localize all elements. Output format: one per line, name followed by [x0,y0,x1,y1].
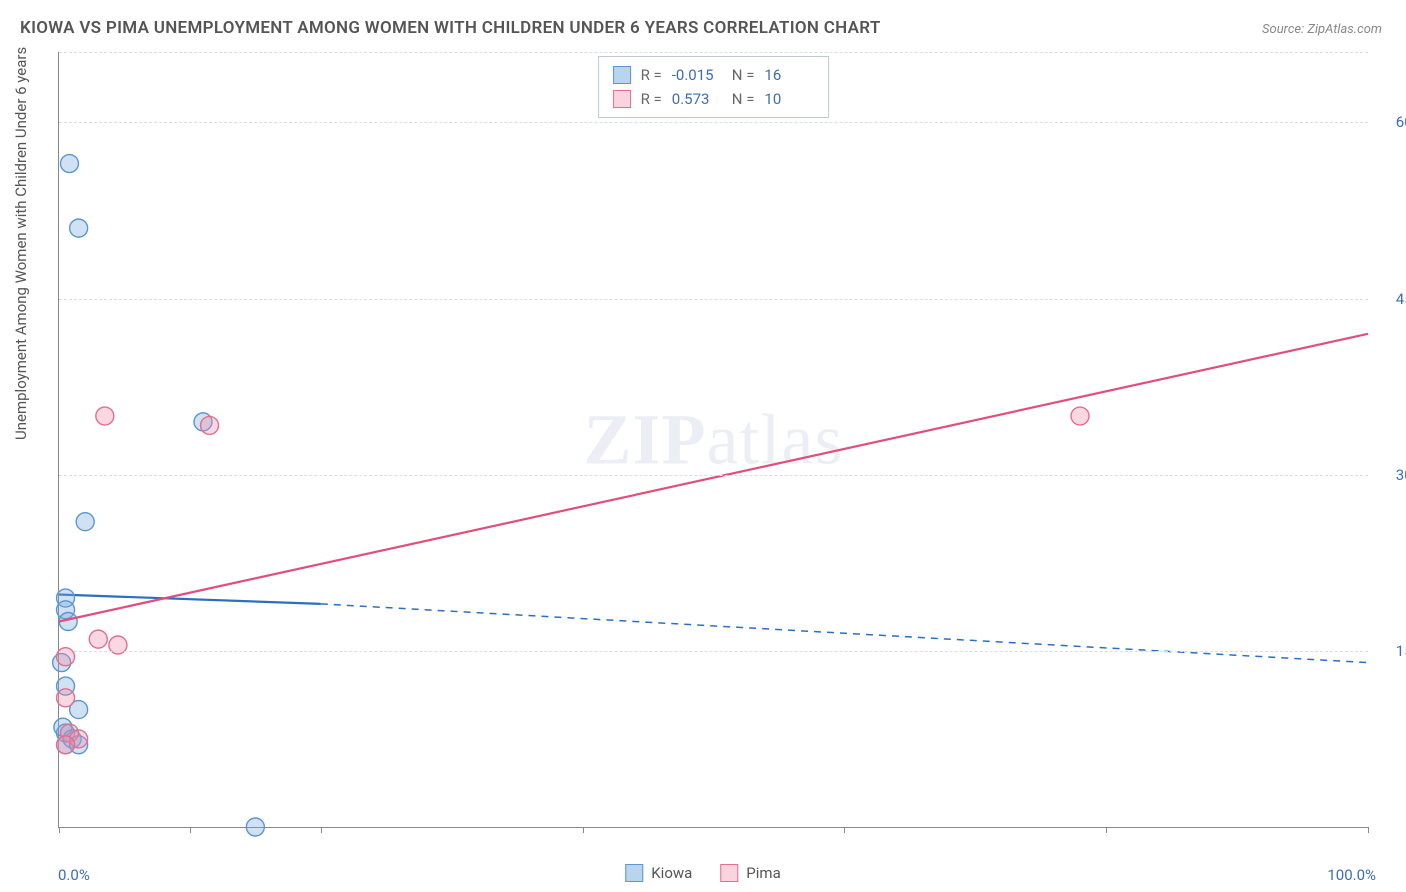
x-tick [321,827,322,833]
trend-line-kiowa [59,595,321,604]
data-point-kiowa [246,818,264,836]
data-point-pima [57,689,75,707]
gridline [59,52,1368,53]
y-tick-label: 60.0% [1376,113,1406,131]
x-tick [1106,827,1107,833]
swatch-pima-icon [720,864,738,882]
data-point-pima [201,416,219,434]
x-tick [59,827,60,833]
legend-label-kiowa: Kiowa [651,864,692,882]
x-axis-max-label: 100.0% [1327,866,1376,884]
chart-title: KIOWA VS PIMA UNEMPLOYMENT AMONG WOMEN W… [20,18,881,38]
x-axis-min-label: 0.0% [58,866,90,884]
trend-line-pima [59,334,1368,622]
x-tick [190,827,191,833]
y-axis-title: Unemployment Among Women with Children U… [12,47,30,440]
data-point-pima [57,736,75,754]
data-point-pima [1071,407,1089,425]
x-tick [844,827,845,833]
legend-label-pima: Pima [746,864,780,882]
plot-svg [59,52,1368,827]
data-point-kiowa [60,155,78,173]
y-tick-label: 15.0% [1376,642,1406,660]
gridline [59,475,1368,476]
legend-item-kiowa: Kiowa [625,864,692,882]
x-tick [583,827,584,833]
plot-area: ZIPatlas R = -0.015 N = 16 R = 0.573 N =… [58,52,1368,828]
source-attribution: Source: ZipAtlas.com [1262,22,1382,37]
trend-line-dashed-kiowa [321,604,1368,663]
y-tick-label: 45.0% [1376,290,1406,308]
x-tick [1368,827,1369,833]
data-point-kiowa [76,513,94,531]
data-point-pima [89,630,107,648]
data-point-kiowa [70,219,88,237]
data-point-pima [96,407,114,425]
legend-item-pima: Pima [720,864,780,882]
correlation-chart: KIOWA VS PIMA UNEMPLOYMENT AMONG WOMEN W… [0,0,1406,892]
gridline [59,299,1368,300]
swatch-kiowa-icon [625,864,643,882]
gridline [59,122,1368,123]
gridline [59,651,1368,652]
y-tick-label: 30.0% [1376,466,1406,484]
series-legend: Kiowa Pima [625,864,780,882]
